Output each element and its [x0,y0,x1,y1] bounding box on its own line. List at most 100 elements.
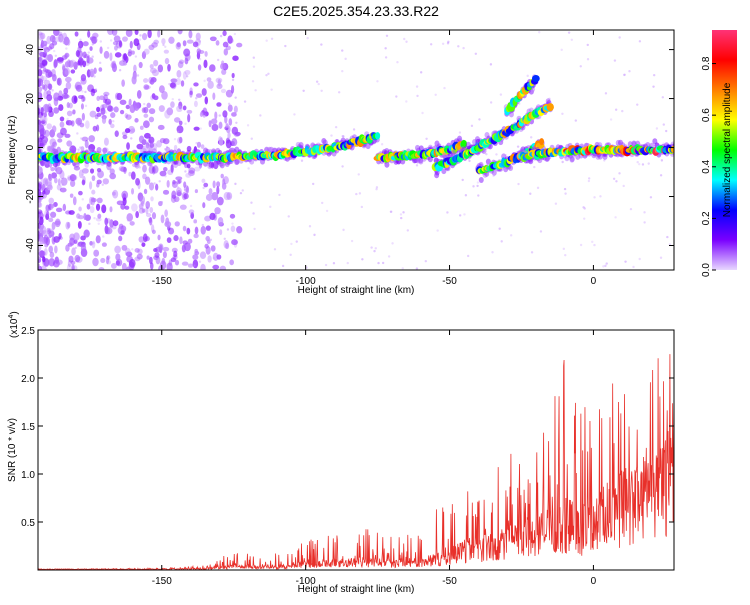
heatmap-noise-cell [84,104,88,108]
heatmap-noise-cell [209,64,215,70]
heatmap-noise-cell [188,30,193,39]
heatmap-noise-cell [317,82,320,86]
heatmap-noise-cell [334,125,338,129]
heatmap-noise-cell [141,208,146,213]
heatmap-noise-cell [121,244,128,251]
heatmap-noise-cell [179,136,183,144]
heatmap-noise-cell [114,92,120,100]
heatmap-noise-cell [40,106,44,116]
heatmap-noise-cell [168,36,175,44]
heatmap-ytick-label: -20 [25,189,36,204]
heatmap-noise-cell [213,217,217,221]
heatmap-noise-cell [86,57,94,64]
heatmap-noise-cell [101,242,107,247]
heatmap-noise-cell [234,182,237,186]
heatmap-noise-cell [51,89,54,92]
heatmap-noise-cell [110,112,116,118]
heatmap-noise-cell [463,213,466,216]
heatmap-noise-cell [67,221,71,229]
heatmap-noise-cell [158,243,164,251]
snr-multiplier-exp: 4 [8,315,15,319]
heatmap-noise-cell [93,75,96,78]
heatmap-noise-cell [622,184,625,188]
heatmap-noise-cell [181,244,186,253]
heatmap-noise-cell [604,264,607,268]
heatmap-halo-cell [457,135,463,142]
heatmap-noise-cell [195,141,198,145]
heatmap-noise-cell [39,225,47,235]
heatmap-noise-cell [69,59,76,67]
heatmap-noise-cell [88,196,93,205]
heatmap-noise-cell [129,221,135,226]
heatmap-noise-cell [202,107,208,115]
heatmap-noise-cell [561,112,564,116]
snr-xlabel: Height of straight line (km) [298,584,415,595]
heatmap-noise-cell [587,179,591,183]
heatmap-noise-cell [223,237,226,240]
heatmap-noise-cell [375,186,379,189]
heatmap-noise-cell [48,197,55,204]
colorbar-tick-label: 0.2 [701,211,712,225]
heatmap-noise-cell [135,211,139,219]
heatmap-noise-cell [38,142,41,149]
heatmap-noise-cell [358,192,362,195]
heatmap-noise-cell [38,119,42,126]
heatmap-noise-cell [78,42,82,51]
heatmap-noise-cell [153,248,158,253]
heatmap-noise-cell [267,72,270,75]
heatmap-noise-cell [47,71,53,78]
heatmap-noise-cell [281,264,285,268]
heatmap-noise-cell [311,182,315,186]
heatmap-noise-cell [170,81,177,90]
heatmap-noise-cell [591,240,594,244]
colorbar-label: Normalized spectral amplitude [722,82,733,217]
colorbar-ticks: 0.0 0.2 0.4 0.6 0.8 [701,56,716,277]
heatmap-noise-cell [236,225,243,234]
heatmap-noise-cell [233,32,237,36]
heatmap-noise-cell [406,229,410,232]
heatmap-noise-cell [62,32,68,40]
snr-multiplier-base: (x10 [9,318,20,338]
heatmap-noise-cell [59,170,65,180]
heatmap-noise-cell [218,121,223,129]
heatmap-noise-cell [222,41,229,48]
heatmap-noise-cell [374,247,377,250]
heatmap-noise-cell [390,210,393,213]
heatmap-noise-cell [139,34,142,37]
heatmap-noise-cell [187,113,191,123]
heatmap-noise-cell [38,93,41,99]
heatmap-noise-cell [227,37,234,44]
heatmap-noise-cell [387,255,391,258]
heatmap-noise-cell [391,242,394,245]
heatmap-noise-cell [66,117,69,121]
heatmap-noise-cell [643,221,646,224]
heatmap-noise-cell [126,266,131,270]
heatmap-noise-cell [82,41,89,47]
heatmap-noise-cell [146,102,151,108]
heatmap-noise-cell [70,260,76,265]
heatmap-noise-cell [125,30,133,37]
heatmap-noise-cell [50,211,57,218]
heatmap-noise-cell [186,163,191,169]
heatmap-noise-cell [38,202,43,208]
heatmap-noise-cell [489,101,493,104]
heatmap-noise-cell [92,257,99,267]
heatmap-noise-cell [120,230,125,235]
heatmap-noise-cell [38,137,43,143]
heatmap-noise-cell [86,203,91,210]
heatmap-noise-cell [341,165,344,168]
heatmap-noise-cell [151,224,155,233]
heatmap-noise-cell [142,233,148,243]
heatmap-noise-cell [112,191,116,196]
heatmap-noise-cell [415,164,419,167]
heatmap-noise-cell [159,137,166,144]
heatmap-noise-cell [251,80,255,83]
heatmap-noise-cell [182,225,187,232]
heatmap-halo-cell [249,158,255,165]
heatmap-noise-cell [39,116,46,121]
heatmap-noise-cell [128,171,132,177]
colorbar: 0.0 0.2 0.4 0.6 0.8 Normalized spectral ampl… [701,30,737,277]
heatmap-noise-cell [175,187,182,196]
heatmap-noise-cell [42,43,45,47]
heatmap-noise-cell [107,105,114,112]
